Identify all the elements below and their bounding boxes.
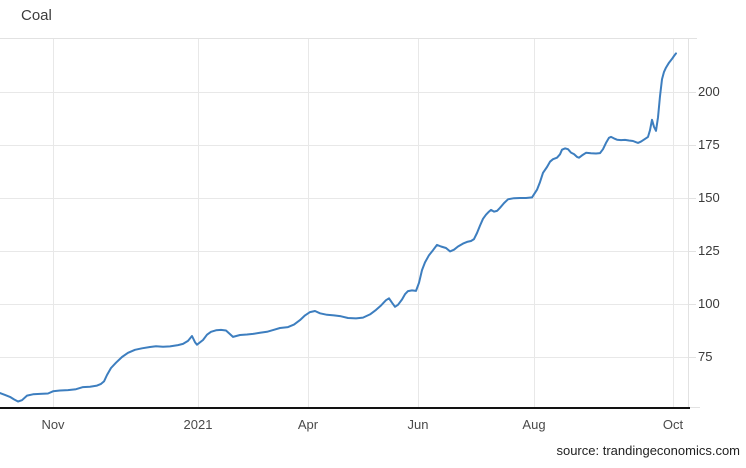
price-line <box>0 52 677 403</box>
x-tick-label: Oct <box>662 417 684 432</box>
y-tick-label: 175 <box>698 137 720 152</box>
x-tick-label: Nov <box>41 417 65 432</box>
y-tick-label: 200 <box>698 84 720 99</box>
x-tick-label: 2021 <box>183 417 213 432</box>
y-tick-label: 125 <box>698 243 720 258</box>
y-tick-label: 75 <box>698 349 713 364</box>
x-tick-label: Jun <box>407 417 429 432</box>
source-credit: source: trandingeconomics.com <box>556 443 740 458</box>
y-tick-label: 100 <box>698 296 720 311</box>
y-tick-label: 150 <box>698 190 720 205</box>
x-tick-label: Apr <box>297 417 319 432</box>
x-tick-label: Aug <box>522 417 546 432</box>
x-axis-line <box>0 407 690 409</box>
chart-title: Coal <box>21 7 52 24</box>
